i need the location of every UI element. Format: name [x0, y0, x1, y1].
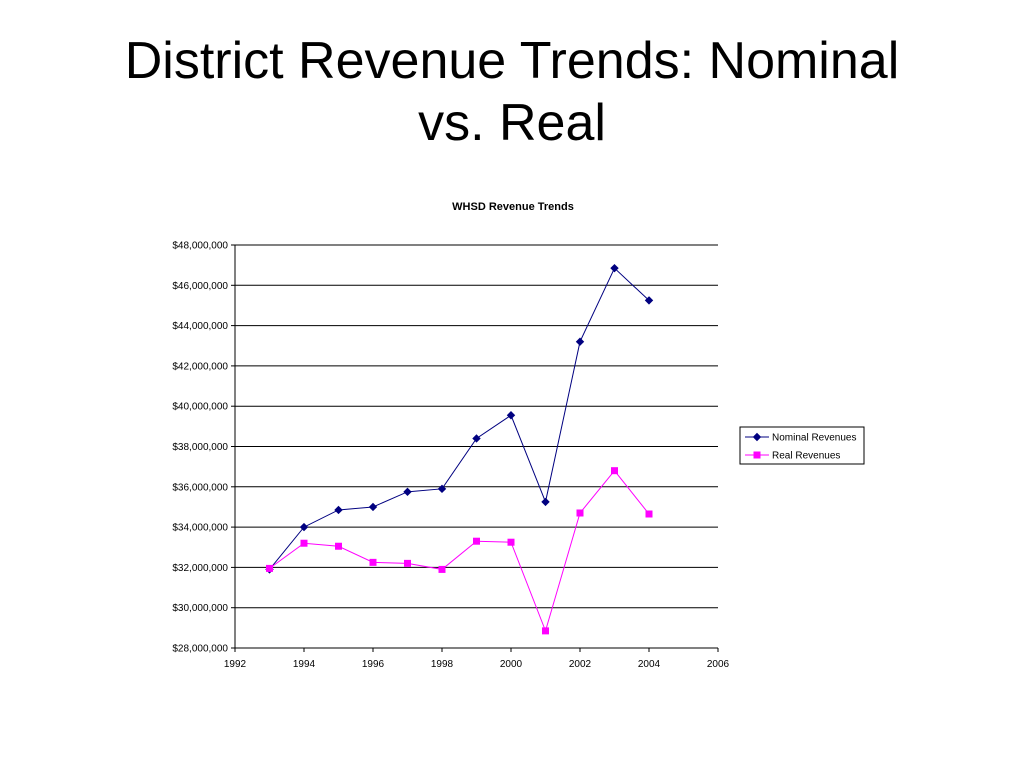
legend: Nominal Revenues Real Revenues	[739, 426, 865, 465]
data-point	[473, 537, 480, 545]
data-point	[611, 467, 618, 475]
y-tick-label: $40,000,000	[172, 402, 228, 413]
series-group	[265, 263, 654, 635]
x-tick-label: 2002	[569, 659, 592, 670]
x-tick-label: 1992	[224, 659, 247, 670]
data-point	[368, 502, 378, 512]
y-tick-label: $44,000,000	[172, 321, 228, 332]
data-point	[403, 487, 412, 497]
data-point	[575, 337, 585, 346]
y-tick-label: $36,000,000	[172, 482, 228, 493]
data-point	[369, 558, 377, 566]
y-tick-label: $30,000,000	[172, 603, 228, 614]
data-point	[334, 505, 343, 515]
x-tick-label: 1994	[293, 659, 316, 670]
data-point	[404, 559, 411, 567]
data-point	[506, 411, 516, 420]
data-point	[266, 564, 273, 572]
data-point	[437, 484, 447, 494]
series-real-revenues	[266, 467, 653, 635]
series-line	[269, 267, 650, 570]
data-point	[507, 538, 515, 546]
data-point	[335, 542, 342, 550]
data-point	[472, 434, 481, 443]
slide-title: District Revenue Trends: Nominal vs. Rea…	[40, 30, 984, 154]
legend-entry: Real Revenues	[745, 451, 840, 462]
data-point	[541, 497, 550, 507]
y-tick-label: $46,000,000	[172, 281, 228, 292]
y-tick-label: $48,000,000	[172, 241, 228, 252]
gridlines	[235, 244, 718, 649]
legend-label: Real Revenues	[772, 451, 840, 462]
x-tick-label: 2004	[638, 659, 661, 670]
legend-marker	[753, 451, 761, 459]
x-tick-label: 1998	[431, 659, 454, 670]
slide-title-line2: vs. Real	[418, 94, 606, 152]
legend-label: Nominal Revenues	[772, 433, 857, 444]
y-tick-label: $28,000,000	[172, 644, 228, 655]
data-point	[576, 509, 584, 517]
data-point	[300, 539, 308, 547]
x-tick-label: 1996	[362, 659, 385, 670]
y-tick-label: $42,000,000	[172, 361, 228, 372]
legend-marker	[752, 432, 762, 442]
y-tick-label: $34,000,000	[172, 523, 228, 534]
x-tick-label: 2000	[500, 659, 523, 670]
data-point	[438, 565, 446, 573]
legend-box	[739, 426, 865, 465]
x-tick-label: 2006	[707, 659, 730, 670]
data-point	[610, 263, 619, 273]
data-point	[542, 627, 549, 635]
legend-entry: Nominal Revenues	[745, 433, 857, 444]
y-tick-label: $32,000,000	[172, 563, 228, 574]
chart-title: WHSD Revenue Trends	[452, 201, 574, 213]
y-tick-label: $38,000,000	[172, 442, 228, 453]
data-point	[299, 522, 309, 532]
slide-title-line1: District Revenue Trends: Nominal	[124, 32, 900, 90]
series-line	[269, 469, 650, 633]
axes: $28,000,000 $30,000,000 $32,000,000 $34,000…	[172, 241, 729, 671]
data-point	[644, 296, 654, 305]
data-point	[645, 510, 653, 518]
